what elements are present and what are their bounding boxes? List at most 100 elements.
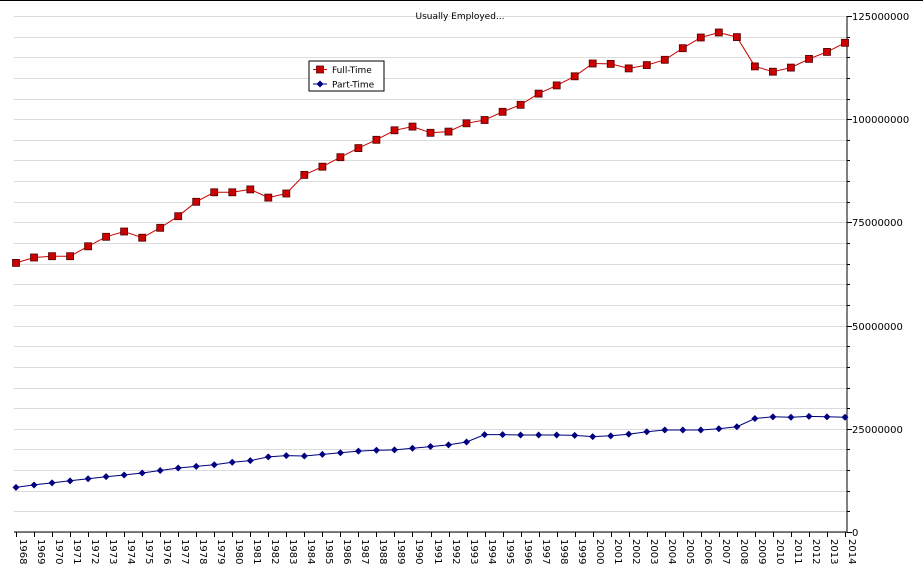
x-tick-label: 2009 <box>756 539 767 564</box>
y-tick-label: 100000000 <box>852 115 909 126</box>
x-tick-label: 1984 <box>305 539 316 564</box>
data-point-part-time <box>481 431 489 439</box>
x-tick-label: 1982 <box>269 539 280 564</box>
x-tick-label: 1980 <box>233 539 244 564</box>
x-tick-label: 1972 <box>89 539 100 564</box>
x-tick-label: 2007 <box>720 539 731 564</box>
data-point-part-time <box>318 450 326 458</box>
data-point-part-time <box>589 433 597 441</box>
data-point-part-time <box>499 431 507 439</box>
y-tick-label: 25000000 <box>852 425 903 436</box>
y-ticks: 0 25000000 50000000 75000000 100000000 125000… <box>847 12 909 539</box>
data-point-full-time <box>696 33 705 42</box>
x-tick-label: 1993 <box>468 539 479 564</box>
data-point-full-time <box>66 252 74 261</box>
data-point-full-time <box>462 119 471 128</box>
x-tick-label: 2010 <box>774 539 785 564</box>
x-tick-label: 1996 <box>522 539 533 564</box>
data-point-full-time <box>354 144 363 153</box>
x-tick-label: 1985 <box>323 539 334 564</box>
x-tick-label: 2006 <box>702 539 713 564</box>
y-tick-label: 50000000 <box>852 322 903 333</box>
x-tick-label: 1974 <box>125 539 136 564</box>
data-point-part-time <box>787 413 795 421</box>
x-tick-label: 1990 <box>413 539 424 564</box>
x-tick-label: 1998 <box>558 539 569 564</box>
data-point-full-time <box>516 100 525 109</box>
data-point-full-time <box>805 55 813 63</box>
data-point-full-time <box>174 212 183 221</box>
data-point-full-time <box>210 188 219 197</box>
y-tick-label: 125000000 <box>852 12 909 23</box>
data-point-part-time <box>390 446 398 454</box>
series <box>12 28 849 491</box>
legend-label-full-time: Full-Time <box>332 66 372 76</box>
data-point-full-time <box>480 116 489 124</box>
x-tick-label: 2012 <box>810 539 821 564</box>
data-point-part-time <box>733 423 741 431</box>
x-tick-label: 2008 <box>738 539 749 564</box>
data-point-full-time <box>318 162 327 171</box>
data-point-part-time <box>48 479 56 487</box>
x-tick-label: 1969 <box>35 539 46 564</box>
series-line-full-time <box>15 31 846 264</box>
data-point-full-time <box>156 223 165 232</box>
data-point-part-time <box>336 449 344 457</box>
data-point-full-time <box>444 127 453 136</box>
x-tick-label: 2005 <box>684 539 695 564</box>
data-point-part-time <box>264 453 272 461</box>
data-point-full-time <box>300 170 309 179</box>
data-point-part-time <box>84 475 92 483</box>
data-point-full-time <box>660 55 669 64</box>
data-point-part-time <box>553 431 561 439</box>
data-point-part-time <box>427 443 434 451</box>
data-point-part-time <box>408 444 416 452</box>
legend-marker-full-time <box>316 65 324 74</box>
x-tick-label: 1988 <box>377 539 388 564</box>
data-point-full-time <box>282 189 291 198</box>
data-point-full-time <box>733 33 741 41</box>
x-tick-label: 1991 <box>432 539 443 564</box>
data-point-part-time <box>192 462 200 470</box>
data-point-part-time <box>679 426 687 434</box>
legend-label-part-time: Part-Time <box>332 81 375 91</box>
data-point-part-time <box>120 471 128 479</box>
legend: Full-Time Part-Time <box>308 60 385 92</box>
data-point-full-time <box>769 67 777 76</box>
x-tick-label: 1976 <box>161 539 172 564</box>
x-tick-label: 1978 <box>197 539 208 564</box>
data-point-part-time <box>282 452 290 460</box>
data-point-full-time <box>264 193 273 202</box>
data-point-part-time <box>697 426 705 434</box>
x-tick-label: 1995 <box>504 539 515 564</box>
x-tick-label: 1968 <box>17 539 28 564</box>
data-point-part-time <box>66 477 74 485</box>
data-point-part-time <box>445 441 453 449</box>
data-point-full-time <box>84 242 92 251</box>
data-point-full-time <box>552 81 561 90</box>
data-point-part-time <box>246 457 254 465</box>
data-point-full-time <box>12 258 20 267</box>
x-tick-label: 1977 <box>179 539 190 564</box>
data-point-part-time <box>769 413 777 421</box>
data-point-full-time <box>336 153 345 162</box>
x-tick-label: 1983 <box>287 539 298 564</box>
data-point-full-time <box>570 72 579 81</box>
chart-title: Usually Employed... <box>415 12 504 22</box>
gridlines <box>14 16 847 533</box>
x-tick-label: 1981 <box>251 539 262 564</box>
x-tick-label: 1971 <box>71 539 82 564</box>
data-point-part-time <box>517 431 525 439</box>
x-tick-label: 1975 <box>143 539 154 564</box>
data-point-part-time <box>535 431 543 439</box>
data-point-part-time <box>372 446 380 454</box>
data-point-part-time <box>661 426 669 434</box>
x-tick-label: 1989 <box>395 539 406 564</box>
data-point-full-time <box>678 44 687 53</box>
x-tick-label: 1992 <box>450 539 461 564</box>
data-point-part-time <box>300 452 308 460</box>
data-point-full-time <box>228 188 237 197</box>
x-tick-label: 1970 <box>53 539 64 564</box>
data-point-full-time <box>624 64 633 73</box>
